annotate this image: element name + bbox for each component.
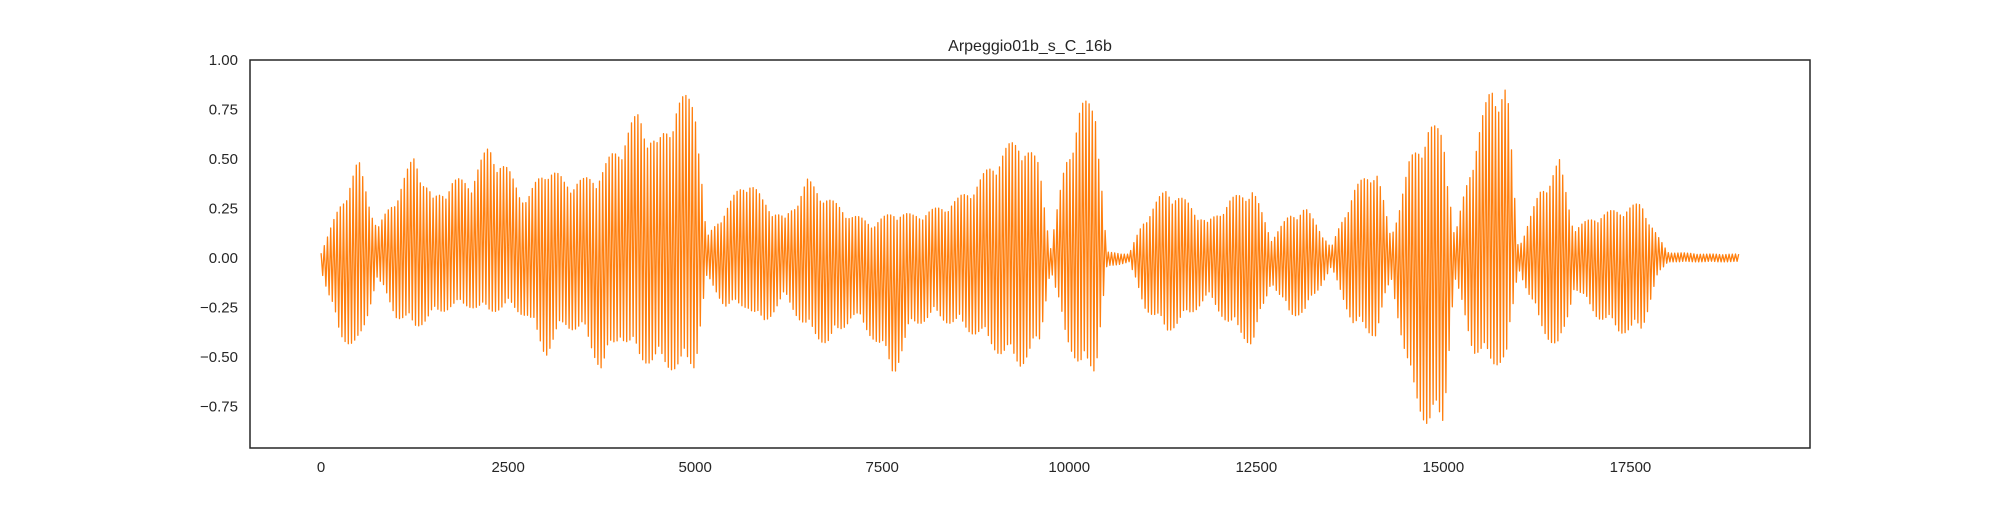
y-tick-label: 0.00 (209, 250, 238, 267)
y-tick-label: 0.25 (209, 200, 238, 217)
axes: 0 2500 5000 7500 10000 12500 15000 17500 1.00 0.7… (200, 52, 1811, 476)
x-tick-label: 7500 (866, 459, 899, 476)
y-tick-label: −0.25 (200, 299, 238, 316)
plot-frame (249, 59, 1811, 449)
x-tick-label: 12500 (1235, 459, 1277, 476)
x-tick-label: 2500 (491, 459, 524, 476)
y-tick-label: −0.75 (200, 398, 238, 415)
x-tick-label: 5000 (678, 459, 711, 476)
y-tick-label: −0.50 (200, 349, 238, 366)
x-tick-label: 17500 (1610, 459, 1652, 476)
waveform-series-line (320, 89, 1740, 425)
y-tick-label: 0.50 (209, 151, 238, 168)
x-tick-label: 15000 (1423, 459, 1465, 476)
y-tick-label: 0.75 (209, 101, 238, 118)
x-tick-label: 10000 (1048, 459, 1090, 476)
x-tick-label: 0 (317, 459, 325, 476)
plot-area (320, 89, 1740, 425)
chart-title: Arpeggio01b_s_C_16b (948, 38, 1112, 55)
y-tick-label: 1.00 (209, 52, 238, 69)
